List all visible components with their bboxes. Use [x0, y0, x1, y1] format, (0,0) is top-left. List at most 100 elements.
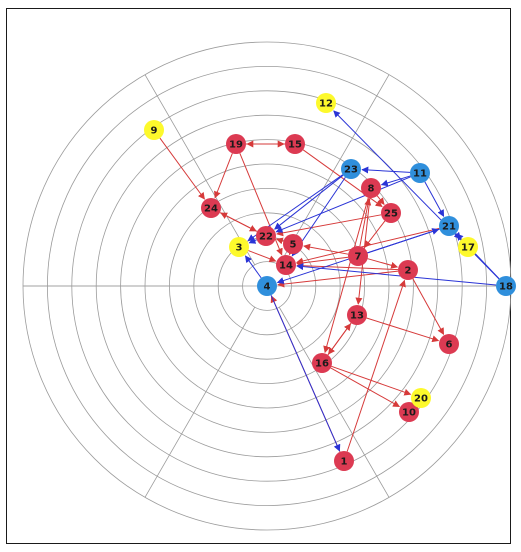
node-circle [439, 216, 459, 236]
edge-11-to-23 [361, 166, 411, 174]
node-label: 3 [236, 243, 243, 254]
node-circle [256, 226, 276, 246]
node-circle [334, 451, 354, 471]
edge-13-to-6 [366, 317, 440, 343]
edge-22-to-24 [220, 212, 258, 232]
node-25[interactable]: 25 [381, 203, 401, 223]
node-circle [410, 163, 430, 183]
node-2[interactable]: 2 [398, 260, 418, 280]
node-label: 14 [279, 261, 293, 272]
grid-spoke [278, 74, 390, 266]
node-label: 21 [442, 222, 456, 233]
edge-22-to-3 [248, 237, 257, 244]
edge-2-to-6 [412, 278, 445, 335]
edge-7-to-5 [303, 243, 349, 255]
node-circle [283, 234, 303, 254]
node-5[interactable]: 5 [283, 234, 303, 254]
grid-spoke [144, 74, 256, 266]
node-label: 23 [344, 165, 358, 176]
grid-spoke [144, 306, 256, 498]
node-6[interactable]: 6 [439, 334, 459, 354]
edge-7-to-8 [359, 198, 372, 247]
node-circle [348, 246, 368, 266]
edge-3-to-14 [248, 250, 277, 263]
node-label: 15 [288, 140, 302, 151]
edge-18-to-14 [296, 263, 497, 286]
edge-11-to-21 [424, 181, 445, 217]
node-circle [341, 159, 361, 179]
node-label: 10 [402, 408, 416, 419]
edge-21-to-14 [296, 227, 440, 265]
node-label: 24 [204, 204, 218, 215]
node-label: 8 [368, 184, 375, 195]
edge-16-to-13 [327, 323, 351, 356]
edge-25-to-22 [276, 214, 382, 237]
node-label: 6 [446, 340, 453, 351]
node-1[interactable]: 1 [334, 451, 354, 471]
node-circle [312, 353, 332, 373]
node-circle [361, 178, 381, 198]
edge-9-to-24 [159, 137, 205, 200]
node-16[interactable]: 16 [312, 353, 332, 373]
node-label: 19 [229, 140, 243, 151]
edge-7-to-14 [296, 256, 349, 267]
node-circle [276, 255, 296, 275]
node-3[interactable]: 3 [229, 237, 249, 257]
node-13[interactable]: 13 [347, 305, 367, 325]
node-15[interactable]: 15 [285, 134, 305, 154]
edge-11-to-8 [380, 175, 411, 187]
node-label: 5 [290, 240, 297, 251]
node-label: 13 [350, 311, 364, 322]
node-circle [229, 237, 249, 257]
node-7[interactable]: 7 [348, 246, 368, 266]
edge-11-to-22 [275, 176, 411, 233]
node-9[interactable]: 9 [144, 120, 164, 140]
node-18[interactable]: 18 [496, 276, 516, 296]
node-label: 11 [413, 169, 427, 180]
node-21[interactable]: 21 [439, 216, 459, 236]
node-label: 25 [384, 209, 398, 220]
edge-5-to-22 [275, 237, 284, 245]
node-label: 18 [499, 282, 513, 293]
node-20[interactable]: 20 [411, 388, 431, 408]
node-circle [411, 388, 431, 408]
node-label: 4 [264, 282, 271, 293]
node-circle [347, 305, 367, 325]
node-circle [144, 120, 164, 140]
node-circle [398, 260, 418, 280]
node-label: 16 [315, 359, 329, 370]
node-label: 2 [405, 266, 412, 277]
node-19[interactable]: 19 [226, 134, 246, 154]
node-12[interactable]: 12 [316, 93, 336, 113]
edge-2-to-4 [277, 270, 399, 288]
node-label: 9 [151, 126, 158, 137]
node-17[interactable]: 17 [458, 237, 478, 257]
grid-spoke [278, 306, 390, 498]
node-4[interactable]: 4 [257, 276, 277, 296]
node-label: 7 [355, 252, 362, 263]
edge-19-to-24 [214, 153, 233, 199]
node-label: 12 [319, 99, 333, 110]
node-circle [285, 134, 305, 154]
node-11[interactable]: 11 [410, 163, 430, 183]
node-circle [226, 134, 246, 154]
edges-layer [159, 110, 500, 453]
edge-16-to-10 [330, 367, 401, 408]
node-circle [316, 93, 336, 113]
node-8[interactable]: 8 [361, 178, 381, 198]
node-circle [496, 276, 516, 296]
node-10[interactable]: 10 [399, 402, 419, 422]
node-14[interactable]: 14 [276, 255, 296, 275]
node-22[interactable]: 22 [256, 226, 276, 246]
node-23[interactable]: 23 [341, 159, 361, 179]
edge-2-to-14 [296, 262, 399, 271]
edge-4-to-1 [270, 294, 341, 452]
node-label: 22 [259, 232, 273, 243]
node-circle [381, 203, 401, 223]
node-label: 20 [414, 394, 428, 405]
node-circle [439, 334, 459, 354]
node-circle [458, 237, 478, 257]
node-24[interactable]: 24 [201, 198, 221, 218]
